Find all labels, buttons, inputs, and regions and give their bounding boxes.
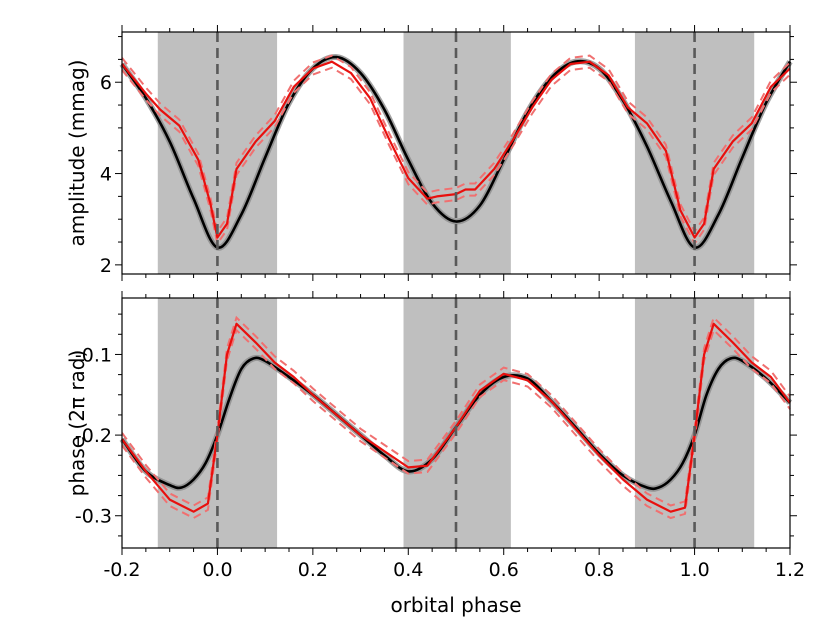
observed-upper-error-line: [121, 54, 791, 234]
observed-lower-error-line: [121, 66, 791, 246]
model-line: [120, 55, 792, 249]
y-tick-label: 6: [100, 72, 112, 94]
y-tick-label: 2: [100, 255, 112, 277]
y-axis-title: phase (2π rad): [65, 350, 89, 497]
y-tick-label: -0.3: [75, 506, 112, 528]
x-axis-title: orbital phase: [390, 593, 521, 617]
y-axis-title: amplitude (mmag): [65, 60, 89, 247]
x-tick-label: 0.8: [584, 559, 614, 581]
x-tick-label: -0.2: [103, 559, 140, 581]
x-tick-label: 1.0: [679, 559, 709, 581]
x-tick-label: 0.0: [202, 559, 232, 581]
amplitude-panel: 2 4 6 amplitude (mmag): [65, 25, 797, 281]
x-tick-label: 0.2: [298, 559, 328, 581]
observed-line: [121, 322, 791, 513]
x-tick-label: 0.6: [489, 559, 519, 581]
x-tick-label: 0.4: [393, 559, 423, 581]
y-tick-label: -0.1: [75, 344, 112, 366]
y-tick-label: 4: [100, 164, 112, 186]
x-tick-label: 1.2: [775, 559, 805, 581]
phase-panel: -0.3 -0.2 -0.1 -0.2 0.0 0.2 0.4 0.6 0.8 1.0 1.2 pha…: [65, 291, 805, 617]
y-tick-label: -0.2: [75, 425, 112, 447]
